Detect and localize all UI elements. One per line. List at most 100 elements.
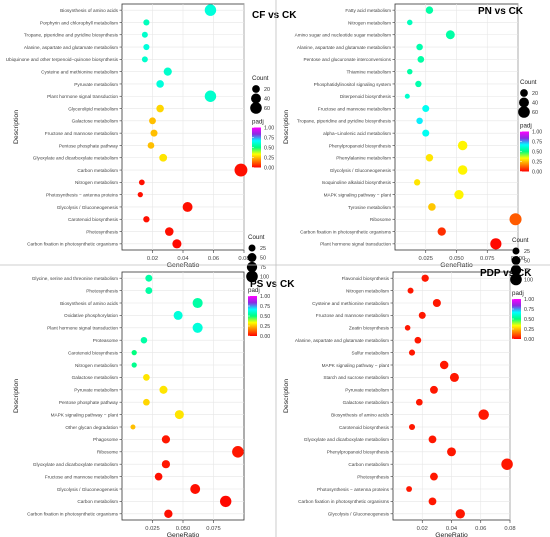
padj-legend-title: padj bbox=[252, 119, 264, 126]
size-legend-label: 100 bbox=[260, 275, 269, 281]
y-tick-label: Tyrosine metabolism bbox=[348, 205, 391, 210]
point-alpha-linolenic-acid-metabolism bbox=[422, 129, 430, 137]
point-starch-and-sucrose-metabolism bbox=[449, 372, 459, 382]
point-pyruvate-metabolism bbox=[430, 385, 438, 394]
point-thiamine-metabolism bbox=[406, 68, 413, 75]
size-legend-dot bbox=[247, 253, 257, 262]
point-plant-hormone-signal-transduction bbox=[204, 90, 217, 102]
y-tick-label: Ribosome bbox=[97, 450, 118, 455]
point-glyoxylate-and-dicarboxylate-metabolism bbox=[159, 153, 168, 162]
size-legend-dot bbox=[250, 102, 262, 114]
padj-legend-label: 1.00 bbox=[264, 126, 274, 132]
size-legend-title: Count bbox=[520, 79, 537, 86]
point-pentose-phosphate-pathway bbox=[147, 142, 155, 149]
point-cysteine-and-methionine-metabolism bbox=[163, 67, 172, 76]
size-legend-label: 20 bbox=[264, 87, 270, 93]
size-legend-dot bbox=[248, 244, 256, 252]
point-nitrogen-metabolism bbox=[407, 287, 414, 294]
panel-title: PN vs CK bbox=[478, 6, 524, 17]
point-phosphatidylinositol-signaling-system bbox=[415, 80, 422, 88]
padj-legend-label: 0.25 bbox=[524, 327, 534, 333]
padj-legend-label: 0.50 bbox=[260, 314, 270, 320]
y-tick-label: Glycolysis / Gluconeogenesis bbox=[57, 487, 119, 492]
point-glycine-serine-and-threonine-metabolism bbox=[145, 274, 153, 282]
point-galactose-metabolism bbox=[415, 398, 423, 406]
point-flavonoid-biosynthesis bbox=[421, 274, 429, 282]
y-tick-label: Alanine, aspartate and glutamate metabol… bbox=[297, 45, 391, 50]
x-tick-label: 0.04 bbox=[446, 526, 458, 532]
y-tick-label: Pentose phosphate pathway bbox=[59, 400, 119, 405]
padj-legend-label: 0.00 bbox=[532, 170, 542, 176]
padj-colorbar bbox=[512, 299, 521, 339]
y-tick-label: Photosynthesis bbox=[357, 474, 389, 479]
size-legend-dot bbox=[519, 97, 529, 108]
y-tick-label: Phenylpropanoid biosynthesis bbox=[327, 450, 390, 455]
y-tick-label: Glyoxylate and dicarboxylate metabolism bbox=[304, 437, 389, 442]
y-tick-label: Carbon fixation in photosynthetic organi… bbox=[300, 229, 392, 234]
size-legend-label: 50 bbox=[524, 259, 530, 265]
y-tick-label: Pyruvate metabolism bbox=[74, 82, 118, 87]
size-legend-dot bbox=[251, 93, 261, 104]
point-biosynthesis-of-amino-acids bbox=[204, 4, 217, 16]
y-tick-label: Tropane, piperidine and pyridine biosynt… bbox=[297, 119, 392, 124]
point-carbon-fixation-in-photosynthetic-organisms bbox=[172, 239, 182, 249]
y-tick-label: alpha−Linolenic acid metabolism bbox=[323, 131, 391, 136]
panel-3: 0.025 0.050 0.075 Glycine, serine and threo… bbox=[13, 234, 295, 537]
padj-legend-label: 1.00 bbox=[524, 297, 534, 303]
size-legend-label: 20 bbox=[532, 91, 538, 97]
y-tick-label: Ribosome bbox=[370, 217, 391, 222]
size-legend-dot bbox=[510, 273, 522, 286]
point-glyoxylate-and-dicarboxylate-metabolism bbox=[161, 460, 171, 469]
y-tick-label: Sulfur metabolism bbox=[351, 350, 389, 355]
size-legend-label: 75 bbox=[524, 268, 530, 274]
y-tick-label: Isoquinoline alkaloid biosynthesis bbox=[322, 180, 392, 185]
y-tick-label: Other glycan degradation bbox=[65, 425, 118, 430]
x-tick-label: 0.06 bbox=[208, 256, 219, 262]
size-legend-label: 100 bbox=[524, 278, 533, 284]
y-tick-label: MAPK signaling pathway − plant bbox=[51, 412, 119, 417]
padj-colorbar bbox=[252, 127, 261, 168]
point-mapk-signaling-pathway-plant bbox=[439, 360, 449, 370]
y-tick-label: Alanine, aspartate and glutamate metabol… bbox=[24, 45, 118, 50]
y-tick-label: Carbon fixation in photosynthetic organi… bbox=[27, 242, 119, 247]
point-biosynthesis-of-amino-acids bbox=[192, 297, 203, 309]
y-tick-label: Nitrogen metabolism bbox=[75, 363, 118, 368]
panel-1: 0.02 0.04 0.06 0.08 Biosynthesis of amino ac… bbox=[6, 3, 297, 269]
y-tick-label: Glycolysis / Gluconeogenesis bbox=[330, 168, 392, 173]
y-tick-label: Pentose phosphate pathway bbox=[59, 143, 119, 148]
point-fructose-and-mannose-metabolism bbox=[150, 129, 158, 137]
y-tick-label: Fatty acid metabolism bbox=[345, 8, 391, 13]
point-carbon-fixation-in-photosynthetic-organisms bbox=[437, 227, 446, 236]
point-phenylalanine-metabolism bbox=[425, 154, 434, 162]
x-tick-label: 0.02 bbox=[417, 526, 428, 532]
y-tick-label: Phenylpropanoid biosynthesis bbox=[329, 143, 392, 148]
x-tick-label: 0.075 bbox=[206, 526, 221, 532]
y-tick-label: Galactose metabolism bbox=[343, 400, 389, 405]
point-cysteine-and-methionine-metabolism bbox=[432, 298, 441, 308]
y-axis-title: Description bbox=[283, 379, 290, 413]
size-legend-label: 25 bbox=[260, 246, 266, 252]
size-legend-dot bbox=[246, 270, 258, 283]
y-tick-label: Cysteine and methionine metabolism bbox=[312, 301, 389, 306]
point-nitrogen-metabolism bbox=[138, 179, 145, 186]
y-tick-label: Photosynthesis − antenna proteins bbox=[46, 192, 119, 197]
point-sulfur-metabolism bbox=[408, 349, 416, 356]
y-tick-label: Phosphatidylinositol signaling system bbox=[314, 82, 391, 87]
panel-title: PDP vs CK bbox=[480, 268, 532, 279]
padj-legend-label: 0.00 bbox=[260, 334, 270, 340]
point-proteasome bbox=[140, 336, 148, 344]
point-carbon-metabolism bbox=[501, 458, 513, 470]
point-ribosome bbox=[509, 213, 522, 226]
padj-legend-label: 0.75 bbox=[532, 140, 542, 146]
y-tick-label: Glycolysis / Gluconeogenesis bbox=[57, 205, 119, 210]
point-galactose-metabolism bbox=[149, 117, 156, 125]
point-fatty-acid-metabolism bbox=[425, 6, 434, 14]
y-tick-label: Carotenoid biosynthesis bbox=[68, 217, 119, 222]
point-tropane-piperidine-and-pyridine-biosynthesis bbox=[416, 117, 423, 125]
point-fructose-and-mannose-metabolism bbox=[418, 311, 426, 319]
panel-title: CF vs CK bbox=[252, 10, 297, 21]
padj-legend-label: 0.50 bbox=[264, 146, 274, 152]
point-photosynthesis bbox=[430, 472, 438, 481]
